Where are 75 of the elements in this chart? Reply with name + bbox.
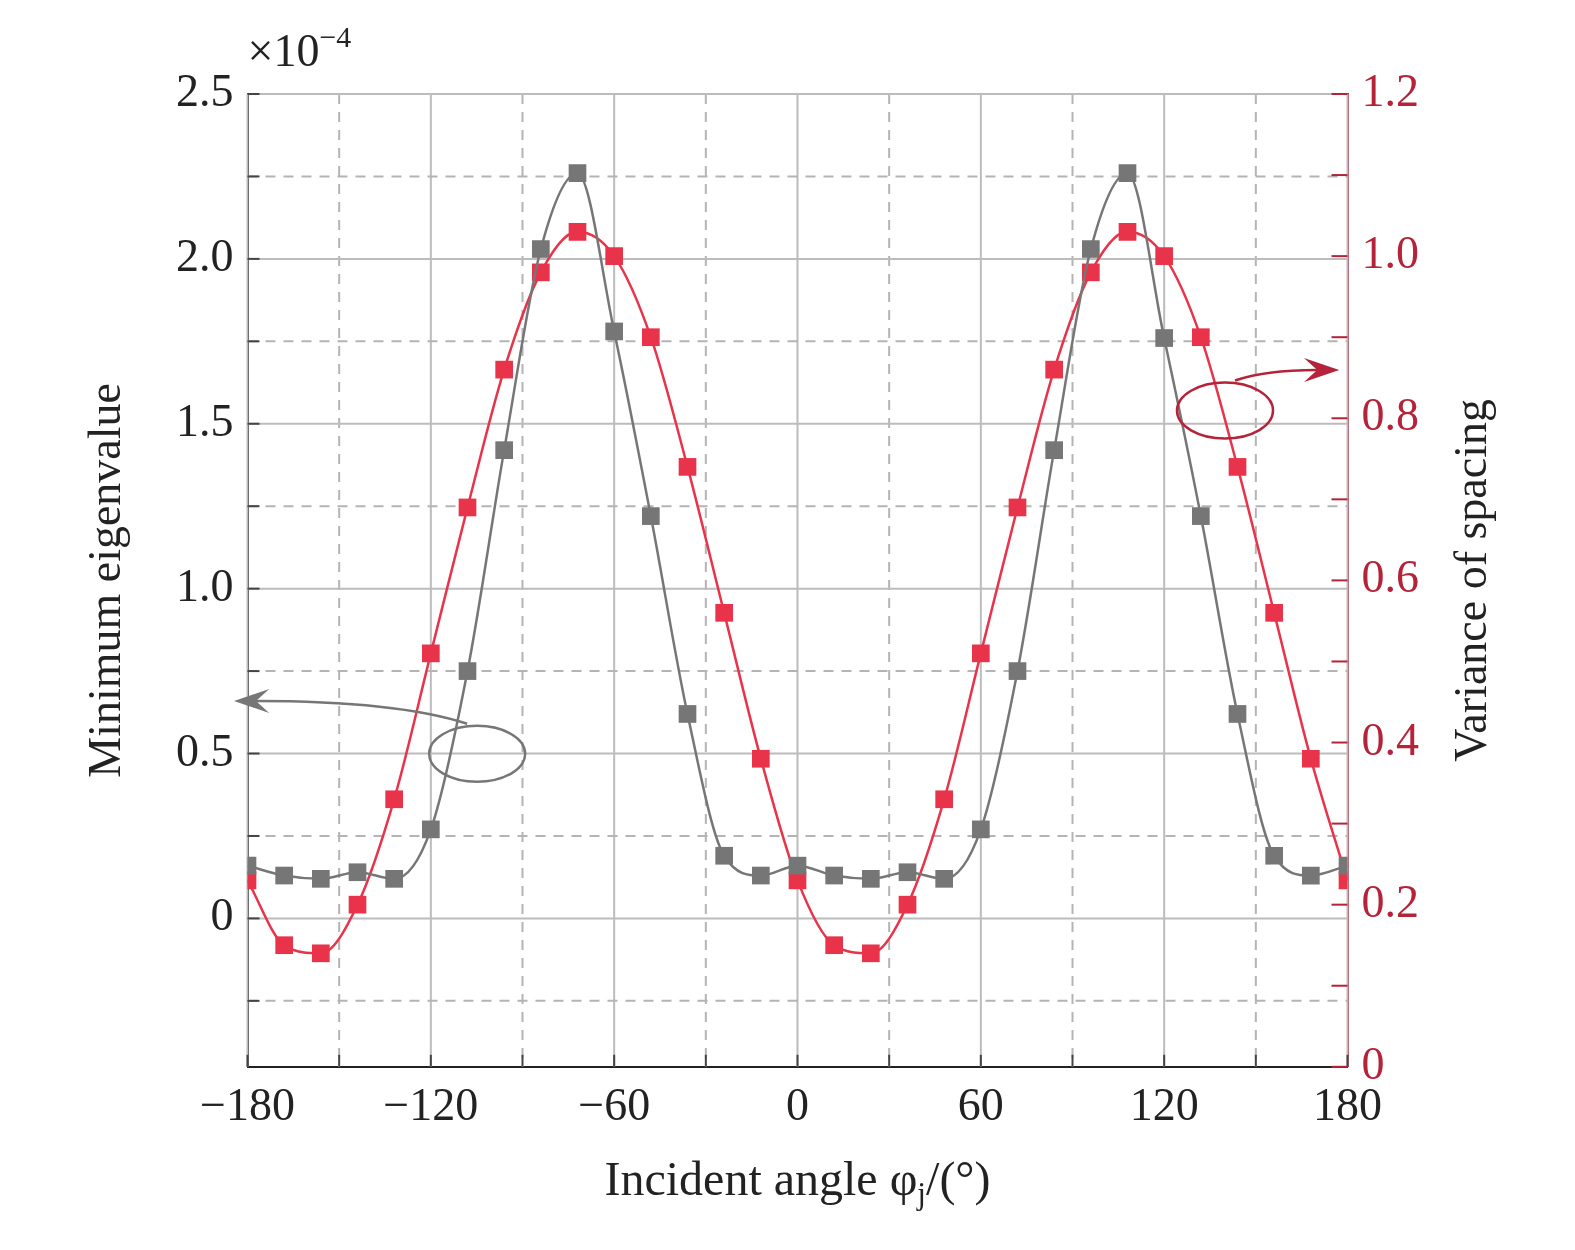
point [1301, 866, 1320, 885]
y2-tick-label: 0.2 [1361, 875, 1419, 927]
point [605, 247, 624, 265]
point [458, 662, 477, 680]
point [641, 328, 660, 347]
y-tick-label: 1.5 [176, 394, 234, 446]
y2-tick-label: 0.4 [1361, 713, 1419, 765]
point [1118, 164, 1137, 182]
point [421, 820, 440, 839]
point [861, 870, 880, 888]
point [1008, 498, 1027, 517]
point [641, 507, 660, 525]
point [715, 846, 734, 865]
point [531, 240, 550, 258]
point [385, 790, 404, 809]
y-tick-label: 1.0 [176, 559, 234, 611]
point [1081, 240, 1100, 258]
point [605, 322, 624, 341]
point [678, 705, 697, 723]
point [1155, 329, 1174, 347]
point [421, 644, 440, 663]
point [751, 749, 770, 768]
point [348, 895, 367, 914]
point [825, 936, 844, 955]
point [1118, 222, 1137, 241]
x-tick-label: −120 [383, 1079, 479, 1131]
point [935, 870, 954, 888]
point [1228, 458, 1247, 476]
point [935, 790, 954, 809]
y-tick-label: 0.5 [176, 724, 234, 776]
point [568, 164, 587, 182]
x-tick-label: −60 [578, 1079, 651, 1131]
point [898, 863, 917, 882]
point [1045, 360, 1064, 379]
point [275, 936, 294, 955]
point [825, 866, 844, 885]
y2-tick-label: 0.8 [1361, 389, 1419, 441]
point [311, 944, 330, 963]
point [1008, 662, 1027, 680]
point [678, 458, 697, 476]
y-tick-label: 2.5 [176, 65, 234, 117]
point [788, 856, 807, 875]
x-tick-label: 0 [786, 1079, 809, 1131]
y2-axis-title: Variance of spacing [1445, 399, 1496, 762]
point [1265, 603, 1284, 622]
y2-tick-label: 0.6 [1361, 551, 1419, 603]
y2-tick-label: 1.0 [1361, 227, 1419, 279]
point [568, 222, 587, 241]
point [1191, 328, 1210, 347]
point [1045, 441, 1064, 459]
point [458, 498, 477, 517]
point [275, 866, 294, 885]
point [971, 644, 990, 663]
point [385, 870, 404, 888]
point [898, 895, 917, 914]
point [861, 944, 880, 963]
point [1265, 846, 1284, 865]
y-tick-label: 2.0 [176, 229, 234, 281]
point [751, 866, 770, 885]
x-tick-label: −180 [200, 1079, 295, 1131]
point [348, 863, 367, 882]
point [1301, 749, 1320, 768]
point [495, 360, 514, 379]
point [495, 441, 514, 459]
y2-tick-label: 1.2 [1361, 65, 1419, 117]
point [311, 870, 330, 888]
y-tick-label: 0 [210, 889, 234, 941]
point [1228, 705, 1247, 723]
point [1155, 247, 1174, 265]
point [971, 820, 990, 839]
y-axis-title: Minimum eigenvalue [79, 383, 130, 778]
point [1191, 507, 1210, 525]
x-tick-label: 120 [1129, 1079, 1199, 1131]
x-tick-label: 60 [957, 1079, 1004, 1131]
point [715, 603, 734, 622]
